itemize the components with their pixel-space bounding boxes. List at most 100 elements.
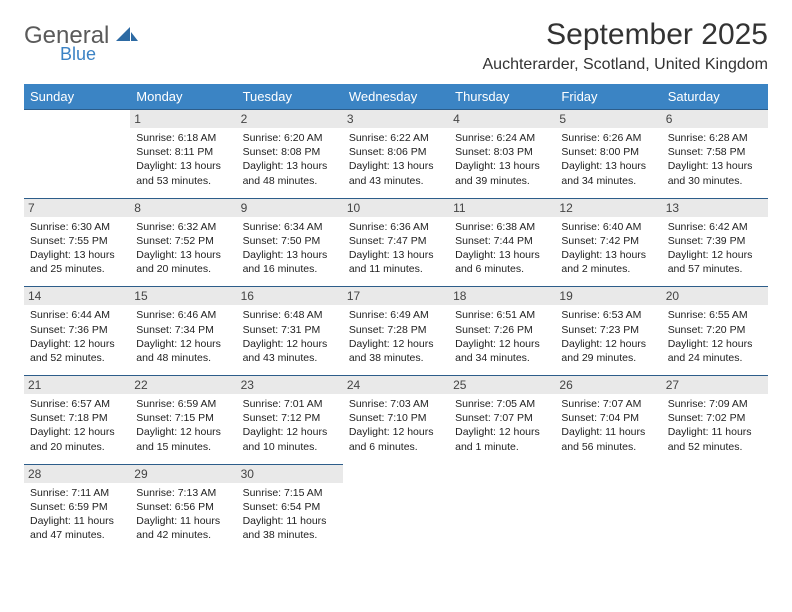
calendar-week-row: 21Sunrise: 6:57 AMSunset: 7:18 PMDayligh… bbox=[24, 376, 768, 465]
calendar-cell: 15 Sunrise: 6:46 AMSunset: 7:34 PMDayligh… bbox=[130, 287, 236, 376]
day-info: Sunrise: 6:38 AMSunset: 7:44 PMDaylight:… bbox=[455, 220, 549, 277]
day-number: 30 bbox=[237, 465, 343, 483]
calendar-week-row: 14Sunrise: 6:44 AMSunset: 7:36 PMDayligh… bbox=[24, 287, 768, 376]
sunrise-text: Sunrise: 6:20 AM bbox=[243, 131, 337, 145]
sunrise-text: Sunrise: 6:49 AM bbox=[349, 308, 443, 322]
daylight-text: Daylight: 13 hours and 20 minutes. bbox=[136, 248, 230, 276]
sunrise-text: Sunrise: 6:48 AM bbox=[243, 308, 337, 322]
calendar-cell: 1Sunrise: 6:18 AMSunset: 8:11 PMDaylight… bbox=[130, 110, 236, 199]
calendar-cell: 29Sunrise: 7:13 AMSunset: 6:56 PMDayligh… bbox=[130, 464, 236, 552]
sunset-text: Sunset: 7:02 PM bbox=[668, 411, 762, 425]
sunset-text: Sunset: 7:34 PM bbox=[136, 323, 230, 337]
day-info: Sunrise: 6:51 AMSunset: 7:26 PMDaylight:… bbox=[455, 308, 549, 365]
calendar-cell: 5 Sunrise: 6:26 AMSunset: 8:00 PMDaylight… bbox=[555, 110, 661, 199]
sunset-text: Sunset: 7:26 PM bbox=[455, 323, 549, 337]
sunrise-text: Sunrise: 6:55 AM bbox=[668, 308, 762, 322]
daylight-text: Daylight: 12 hours and 34 minutes. bbox=[455, 337, 549, 365]
sunset-text: Sunset: 7:28 PM bbox=[349, 323, 443, 337]
calendar-cell: 7Sunrise: 6:30 AMSunset: 7:55 PMDaylight… bbox=[24, 198, 130, 287]
day-info: Sunrise: 6:57 AMSunset: 7:18 PMDaylight:… bbox=[30, 397, 124, 454]
daylight-text: Daylight: 12 hours and 10 minutes. bbox=[243, 425, 337, 453]
sunrise-text: Sunrise: 6:36 AM bbox=[349, 220, 443, 234]
daylight-text: Daylight: 13 hours and 34 minutes. bbox=[561, 159, 655, 187]
day-number: 14 bbox=[24, 287, 130, 305]
sunrise-text: Sunrise: 7:13 AM bbox=[136, 486, 230, 500]
sunrise-text: Sunrise: 6:44 AM bbox=[30, 308, 124, 322]
sunset-text: Sunset: 7:52 PM bbox=[136, 234, 230, 248]
daylight-text: Daylight: 13 hours and 30 minutes. bbox=[668, 159, 762, 187]
day-info: Sunrise: 6:30 AMSunset: 7:55 PMDaylight:… bbox=[30, 220, 124, 277]
sunset-text: Sunset: 6:54 PM bbox=[243, 500, 337, 514]
sunset-text: Sunset: 7:42 PM bbox=[561, 234, 655, 248]
sunrise-text: Sunrise: 7:07 AM bbox=[561, 397, 655, 411]
weekday-header: Sunday bbox=[24, 84, 130, 110]
day-number: 5 bbox=[555, 110, 661, 128]
sunrise-text: Sunrise: 7:03 AM bbox=[349, 397, 443, 411]
daylight-text: Daylight: 11 hours and 42 minutes. bbox=[136, 514, 230, 542]
daylight-text: Daylight: 12 hours and 48 minutes. bbox=[136, 337, 230, 365]
day-number: 11 bbox=[449, 199, 555, 217]
daylight-text: Daylight: 12 hours and 24 minutes. bbox=[668, 337, 762, 365]
calendar-cell bbox=[555, 464, 661, 552]
sunset-text: Sunset: 7:58 PM bbox=[668, 145, 762, 159]
daylight-text: Daylight: 13 hours and 39 minutes. bbox=[455, 159, 549, 187]
daylight-text: Daylight: 12 hours and 29 minutes. bbox=[561, 337, 655, 365]
day-info: Sunrise: 6:20 AMSunset: 8:08 PMDaylight:… bbox=[243, 131, 337, 188]
day-info: Sunrise: 7:07 AMSunset: 7:04 PMDaylight:… bbox=[561, 397, 655, 454]
day-number: 17 bbox=[343, 287, 449, 305]
day-number: 15 bbox=[130, 287, 236, 305]
day-number: 23 bbox=[237, 376, 343, 394]
daylight-text: Daylight: 13 hours and 2 minutes. bbox=[561, 248, 655, 276]
calendar-cell: 28Sunrise: 7:11 AMSunset: 6:59 PMDayligh… bbox=[24, 464, 130, 552]
daylight-text: Daylight: 12 hours and 6 minutes. bbox=[349, 425, 443, 453]
sunrise-text: Sunrise: 7:11 AM bbox=[30, 486, 124, 500]
sunset-text: Sunset: 7:50 PM bbox=[243, 234, 337, 248]
sunset-text: Sunset: 7:10 PM bbox=[349, 411, 443, 425]
sunset-text: Sunset: 8:06 PM bbox=[349, 145, 443, 159]
calendar-cell: 6Sunrise: 6:28 AMSunset: 7:58 PMDaylight… bbox=[662, 110, 768, 199]
calendar-cell: 11 Sunrise: 6:38 AMSunset: 7:44 PMDayligh… bbox=[449, 198, 555, 287]
day-number: 29 bbox=[130, 465, 236, 483]
sunrise-text: Sunrise: 6:38 AM bbox=[455, 220, 549, 234]
sunset-text: Sunset: 8:08 PM bbox=[243, 145, 337, 159]
sunrise-text: Sunrise: 7:15 AM bbox=[243, 486, 337, 500]
sunrise-text: Sunrise: 6:32 AM bbox=[136, 220, 230, 234]
daylight-text: Daylight: 12 hours and 20 minutes. bbox=[30, 425, 124, 453]
sunrise-text: Sunrise: 6:24 AM bbox=[455, 131, 549, 145]
calendar-week-row: 1Sunrise: 6:18 AMSunset: 8:11 PMDaylight… bbox=[24, 110, 768, 199]
calendar-cell: 26 Sunrise: 7:07 AMSunset: 7:04 PMDayligh… bbox=[555, 376, 661, 465]
calendar-cell: 20Sunrise: 6:55 AMSunset: 7:20 PMDayligh… bbox=[662, 287, 768, 376]
day-info: Sunrise: 6:24 AMSunset: 8:03 PMDaylight:… bbox=[455, 131, 549, 188]
weekday-header: Wednesday bbox=[343, 84, 449, 110]
day-info: Sunrise: 6:59 AMSunset: 7:15 PMDaylight:… bbox=[136, 397, 230, 454]
day-info: Sunrise: 6:26 AMSunset: 8:00 PMDaylight:… bbox=[561, 131, 655, 188]
day-number: 26 bbox=[555, 376, 661, 394]
day-info: Sunrise: 6:18 AMSunset: 8:11 PMDaylight:… bbox=[136, 131, 230, 188]
sunrise-text: Sunrise: 6:46 AM bbox=[136, 308, 230, 322]
daylight-text: Daylight: 13 hours and 53 minutes. bbox=[136, 159, 230, 187]
daylight-text: Daylight: 12 hours and 1 minute. bbox=[455, 425, 549, 453]
title-block: September 2025 Auchterarder, Scotland, U… bbox=[483, 18, 769, 74]
day-info: Sunrise: 6:53 AMSunset: 7:23 PMDaylight:… bbox=[561, 308, 655, 365]
day-info: Sunrise: 7:09 AMSunset: 7:02 PMDaylight:… bbox=[668, 397, 762, 454]
sunrise-text: Sunrise: 7:05 AM bbox=[455, 397, 549, 411]
logo-sail-icon bbox=[116, 25, 138, 48]
calendar-cell: 19Sunrise: 6:53 AMSunset: 7:23 PMDayligh… bbox=[555, 287, 661, 376]
day-number: 22 bbox=[130, 376, 236, 394]
sunrise-text: Sunrise: 6:40 AM bbox=[561, 220, 655, 234]
sunset-text: Sunset: 7:18 PM bbox=[30, 411, 124, 425]
calendar-cell bbox=[662, 464, 768, 552]
location: Auchterarder, Scotland, United Kingdom bbox=[483, 56, 769, 74]
calendar-week-row: 7Sunrise: 6:30 AMSunset: 7:55 PMDaylight… bbox=[24, 198, 768, 287]
sunrise-text: Sunrise: 7:01 AM bbox=[243, 397, 337, 411]
sunrise-text: Sunrise: 6:34 AM bbox=[243, 220, 337, 234]
calendar-cell: 8Sunrise: 6:32 AMSunset: 7:52 PMDaylight… bbox=[130, 198, 236, 287]
daylight-text: Daylight: 13 hours and 48 minutes. bbox=[243, 159, 337, 187]
day-number: 4 bbox=[449, 110, 555, 128]
day-info: Sunrise: 6:34 AMSunset: 7:50 PMDaylight:… bbox=[243, 220, 337, 277]
daylight-text: Daylight: 13 hours and 6 minutes. bbox=[455, 248, 549, 276]
sunrise-text: Sunrise: 6:57 AM bbox=[30, 397, 124, 411]
day-number: 3 bbox=[343, 110, 449, 128]
day-info: Sunrise: 7:01 AMSunset: 7:12 PMDaylight:… bbox=[243, 397, 337, 454]
day-info: Sunrise: 7:11 AMSunset: 6:59 PMDaylight:… bbox=[30, 486, 124, 543]
